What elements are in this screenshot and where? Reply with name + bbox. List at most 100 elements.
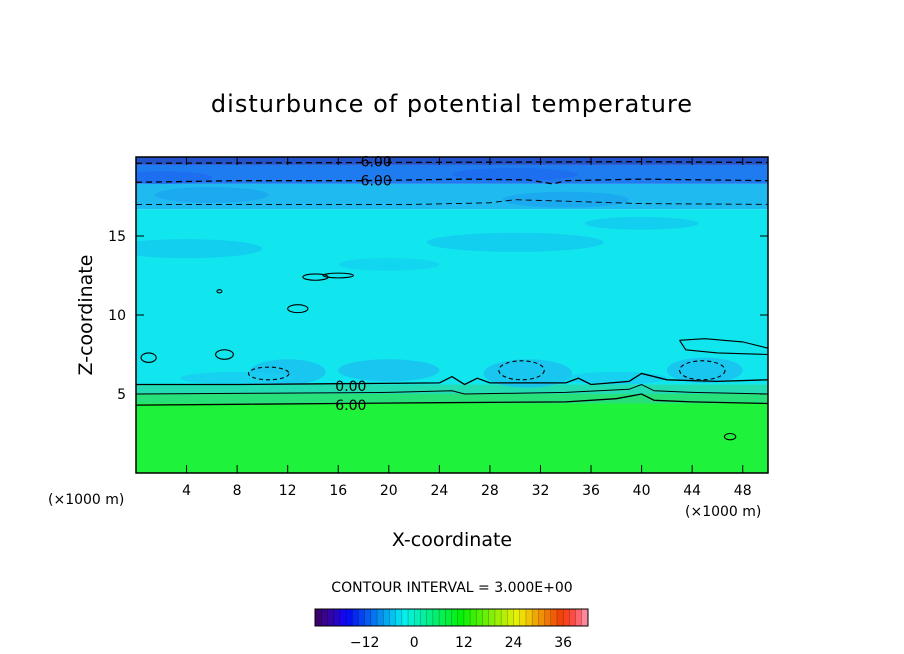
colorbar-frame	[314, 608, 589, 627]
colorbar-cell	[494, 609, 502, 626]
chart-title: disturbunce of potential temperature	[211, 90, 693, 118]
colorbar-cell	[370, 609, 378, 626]
contour-line-negative	[136, 178, 768, 185]
x-tick-label: 32	[532, 483, 550, 499]
y-tick-label: 15	[108, 229, 126, 245]
field-patches	[136, 168, 743, 388]
colorbar-cell	[556, 609, 564, 626]
colorbar-cell	[513, 609, 521, 626]
field-layer	[136, 157, 768, 165]
colorbar-cell	[389, 609, 397, 626]
colorbar-cell	[476, 609, 484, 626]
field-layer	[136, 403, 768, 473]
colorbar-tick-label: 36	[554, 635, 572, 651]
contour-blob	[216, 289, 223, 294]
contour-label: 0.00	[335, 379, 366, 395]
field-patch	[584, 217, 699, 230]
contour-blob	[678, 360, 726, 381]
contour-blob	[498, 360, 545, 381]
colorbar-cell	[538, 609, 546, 626]
field-patch	[502, 191, 629, 208]
y-tick-label: 10	[108, 308, 126, 324]
contour-blob	[215, 349, 234, 360]
colorbar-cell	[426, 609, 434, 626]
colorbar-cell	[470, 609, 477, 626]
colorbar-cell	[488, 609, 496, 626]
colorbar-cell	[501, 609, 508, 626]
x-tick-label: 24	[430, 483, 448, 499]
field-patch	[452, 168, 579, 181]
colorbar-cell	[432, 609, 440, 626]
colorbar-cell	[408, 609, 415, 626]
contour-label: 6.00	[335, 398, 366, 414]
contour-line-positive	[679, 338, 768, 349]
x-tick-label: 16	[329, 483, 347, 499]
contour-label: 6.00	[361, 155, 392, 171]
colorbar-cell	[550, 609, 558, 626]
colorbar-cell	[532, 609, 539, 626]
colorbar-ticks: −12 0 12 24 36	[350, 635, 572, 651]
contour-line-negative	[136, 199, 768, 205]
field-layer	[136, 384, 768, 394]
x-tick-label: 48	[734, 483, 752, 499]
field-patch	[136, 171, 212, 184]
y-ticks: 5 10 15	[108, 229, 768, 403]
colorbar-cell	[507, 609, 515, 626]
y-axis-label: Z-coordinate	[75, 255, 97, 376]
colorbar-cell	[451, 609, 459, 626]
field-patch	[338, 258, 440, 271]
field-patch	[136, 239, 263, 259]
field-patch	[483, 359, 573, 388]
colorbar-cell	[457, 609, 465, 626]
contour-blob	[247, 366, 290, 381]
colorbar-cell	[321, 609, 328, 626]
x-end-unit: (×1000 m)	[685, 504, 761, 520]
colorbar-cell	[519, 609, 527, 626]
x-tick-label: 20	[380, 483, 398, 499]
colorbar-cell	[401, 609, 409, 626]
colorbar-cell	[439, 609, 446, 626]
x-origin-unit: (×1000 m)	[48, 492, 124, 508]
colorbar-cell	[445, 609, 452, 626]
colorbar-cell	[569, 609, 577, 626]
x-tick-label: 28	[481, 483, 499, 499]
contour-line-positive	[136, 393, 768, 406]
field-patch	[180, 371, 294, 385]
field-patch	[426, 232, 604, 252]
colorbar-cell	[581, 609, 589, 626]
colorbar-tick-label: 12	[455, 635, 473, 651]
contour-blob	[723, 432, 737, 441]
x-tick-label: 8	[233, 483, 242, 499]
colorbar-cell	[364, 609, 372, 626]
colorbar-cell	[339, 609, 347, 626]
contour-interval-text: CONTOUR INTERVAL = 3.000E+00	[331, 580, 572, 596]
field-layer	[136, 394, 768, 404]
field-patch	[565, 371, 667, 385]
y-tick-label: 5	[117, 387, 126, 403]
x-tick-label: 40	[633, 483, 651, 499]
x-axis-label: X-coordinate	[392, 529, 512, 551]
x-tick-label: 12	[279, 483, 297, 499]
field-patch	[666, 357, 743, 383]
colorbar-cell	[420, 609, 428, 626]
colorbar-tick-label: 0	[410, 635, 419, 651]
x-tick-label: 44	[683, 483, 701, 499]
colorbar-cell	[315, 609, 322, 626]
contour-blob	[287, 304, 309, 314]
contour-line-positive	[679, 339, 768, 356]
colorbar-cell	[525, 609, 533, 626]
colorbar-cell	[333, 609, 341, 626]
colorbar-cell	[482, 609, 490, 626]
contour-line-zero	[136, 372, 768, 386]
contour-blob	[140, 352, 157, 363]
colorbar-tick-label: −12	[350, 635, 380, 651]
colorbar-cell	[544, 609, 552, 626]
colorbar-cell	[327, 609, 335, 626]
contour-label: 6.00	[361, 174, 392, 190]
colorbar-cell	[563, 609, 570, 626]
x-ticks: 4 8 12 16 20 24 28 32 36 40 44 48	[182, 157, 752, 499]
colorbar-cell	[358, 609, 366, 626]
x-tick-label: 36	[582, 483, 600, 499]
colorbar-cell	[377, 609, 384, 626]
